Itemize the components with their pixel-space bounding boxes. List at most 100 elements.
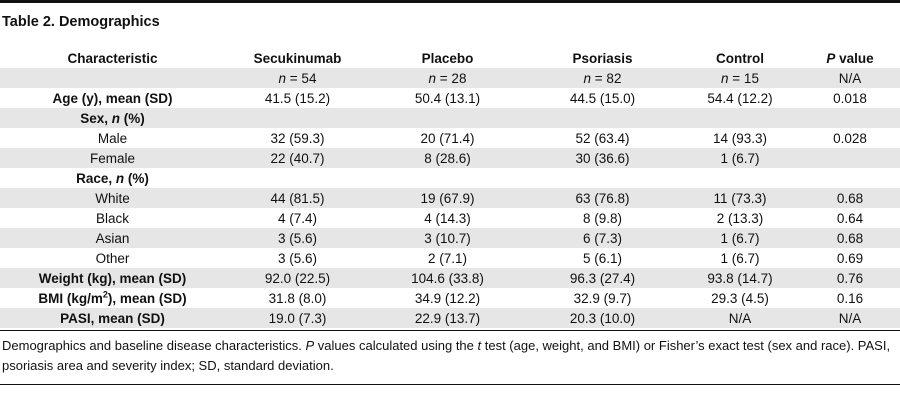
cell-age-placebo: 50.4 (13.1) xyxy=(414,90,481,106)
footnote-bottom-rule xyxy=(0,384,900,385)
table-bottom-rule xyxy=(0,330,900,331)
cell-pasi-control: N/A xyxy=(680,308,800,328)
cell-black-control: 2 (13.3) xyxy=(716,210,764,226)
header-psoriasis: Psoriasis xyxy=(572,50,633,66)
row-label-female: Female xyxy=(0,148,225,168)
row-label-other: Other xyxy=(95,250,130,266)
cell-male-psoriasis: 52 (63.4) xyxy=(575,130,630,146)
header-control: Control xyxy=(716,50,764,66)
cell-empty xyxy=(680,168,800,188)
cell-male-p: 0.028 xyxy=(833,130,867,146)
cell-black-p: 0.64 xyxy=(836,210,864,226)
table-row-bmi: BMI (kg/m2), mean (SD) 31.8 (8.0) 34.9 (… xyxy=(0,288,900,308)
sex-label-pre: Sex, xyxy=(80,110,112,126)
cell-n-label xyxy=(0,68,225,88)
n-letter: n xyxy=(583,70,592,86)
table-footnote: Demographics and baseline disease charac… xyxy=(2,336,892,376)
cell-pasi-placebo: 22.9 (13.7) xyxy=(370,308,525,328)
row-label-male: Male xyxy=(97,130,128,146)
n-value: = 28 xyxy=(436,70,467,86)
header-p-italic: P xyxy=(826,50,836,66)
table-row-age: Age (y), mean (SD) 41.5 (15.2) 50.4 (13.… xyxy=(0,88,900,108)
header-row: Characteristic Secukinumab Placebo Psori… xyxy=(0,48,900,68)
cell-asian-control: 1 (6.7) xyxy=(680,228,800,248)
footnote-part2: values calculated using the xyxy=(314,338,478,353)
table-row-race-heading: Race, n (%) xyxy=(0,168,900,188)
cell-n-secukinumab: n = 54 xyxy=(225,68,370,88)
cell-empty xyxy=(525,108,680,128)
cell-male-secukinumab: 32 (59.3) xyxy=(270,130,325,146)
cell-age-control: 54.4 (12.2) xyxy=(707,90,773,106)
table-row-n: n = 54 n = 28 n = 82 n = 15 N/A xyxy=(0,68,900,88)
cell-female-psoriasis: 30 (36.6) xyxy=(525,148,680,168)
n-letter: n xyxy=(278,70,287,86)
header-placebo: Placebo xyxy=(421,50,474,66)
row-label-white: White xyxy=(0,188,225,208)
cell-empty xyxy=(800,108,900,128)
table-row-female: Female 22 (40.7) 8 (28.6) 30 (36.6) 1 (6… xyxy=(0,148,900,168)
table-row-black: Black 4 (7.4) 4 (14.3) 8 (9.8) 2 (13.3) … xyxy=(0,208,900,228)
table-row-male: Male 32 (59.3) 20 (71.4) 52 (63.4) 14 (9… xyxy=(0,128,900,148)
n-letter: n xyxy=(428,70,437,86)
cell-asian-placebo: 3 (10.7) xyxy=(370,228,525,248)
cell-age-p: 0.018 xyxy=(833,90,867,106)
row-label-asian: Asian xyxy=(0,228,225,248)
cell-empty xyxy=(225,108,370,128)
cell-n-p: N/A xyxy=(800,68,900,88)
cell-asian-p: 0.68 xyxy=(800,228,900,248)
table-row-white: White 44 (81.5) 19 (67.9) 63 (76.8) 11 (… xyxy=(0,188,900,208)
cell-female-secukinumab: 22 (40.7) xyxy=(225,148,370,168)
cell-weight-placebo: 104.6 (33.8) xyxy=(370,268,525,288)
n-value: = 15 xyxy=(728,70,759,86)
cell-asian-secukinumab: 3 (5.6) xyxy=(225,228,370,248)
cell-other-p: 0.69 xyxy=(836,250,864,266)
sex-label-n: n xyxy=(111,110,121,126)
cell-pasi-secukinumab: 19.0 (7.3) xyxy=(225,308,370,328)
cell-n-placebo: n = 28 xyxy=(370,68,525,88)
race-label-pre: Race, xyxy=(76,170,116,186)
cell-other-psoriasis: 5 (6.1) xyxy=(582,250,623,266)
cell-bmi-control: 29.3 (4.5) xyxy=(711,290,769,306)
footnote-part3: test (age, weight, and BMI) or Fisher’s … xyxy=(2,338,891,373)
cell-weight-p: 0.76 xyxy=(800,268,900,288)
bmi-label-post: ), mean (SD) xyxy=(107,290,187,306)
cell-black-psoriasis: 8 (9.8) xyxy=(582,210,623,226)
cell-bmi-placebo: 34.9 (12.2) xyxy=(414,290,481,306)
row-label-bmi: BMI (kg/m2), mean (SD) xyxy=(0,288,225,308)
row-label-black: Black xyxy=(95,210,129,226)
n-value: = 82 xyxy=(591,70,622,86)
demographics-table: Characteristic Secukinumab Placebo Psori… xyxy=(0,48,900,328)
header-p-value: P value xyxy=(800,48,900,68)
row-label-weight: Weight (kg), mean (SD) xyxy=(0,268,225,288)
cell-female-p xyxy=(800,148,900,168)
cell-black-secukinumab: 4 (7.4) xyxy=(277,210,318,226)
cell-empty xyxy=(370,168,525,188)
header-characteristic: Characteristic xyxy=(67,50,158,66)
cell-bmi-psoriasis: 32.9 (9.7) xyxy=(573,290,632,306)
cell-weight-control: 93.8 (14.7) xyxy=(680,268,800,288)
cell-white-control: 11 (73.3) xyxy=(680,188,800,208)
table-row-sex-heading: Sex, n (%) xyxy=(0,108,900,128)
table-row-pasi: PASI, mean (SD) 19.0 (7.3) 22.9 (13.7) 2… xyxy=(0,308,900,328)
cell-empty xyxy=(680,108,800,128)
cell-weight-psoriasis: 96.3 (27.4) xyxy=(525,268,680,288)
cell-empty xyxy=(800,168,900,188)
n-letter: n xyxy=(721,70,729,86)
row-label-pasi: PASI, mean (SD) xyxy=(0,308,225,328)
row-label-race: Race, n (%) xyxy=(0,168,225,188)
cell-n-control: n = 15 xyxy=(680,68,800,88)
demographics-table-container: Characteristic Secukinumab Placebo Psori… xyxy=(0,48,900,328)
cell-pasi-psoriasis: 20.3 (10.0) xyxy=(525,308,680,328)
cell-asian-psoriasis: 6 (7.3) xyxy=(525,228,680,248)
footnote-p-italic: P xyxy=(305,338,315,353)
cell-black-placebo: 4 (14.3) xyxy=(424,210,471,226)
cell-female-placebo: 8 (28.6) xyxy=(370,148,525,168)
cell-other-secukinumab: 3 (5.6) xyxy=(277,250,318,266)
top-rule xyxy=(0,0,900,3)
footnote-t-italic: t xyxy=(477,338,482,353)
cell-bmi-p: 0.16 xyxy=(836,290,864,306)
sex-label-post: (%) xyxy=(120,110,145,126)
row-label-sex: Sex, n (%) xyxy=(0,108,225,128)
cell-weight-secukinumab: 92.0 (22.5) xyxy=(225,268,370,288)
cell-white-placebo: 19 (67.9) xyxy=(370,188,525,208)
